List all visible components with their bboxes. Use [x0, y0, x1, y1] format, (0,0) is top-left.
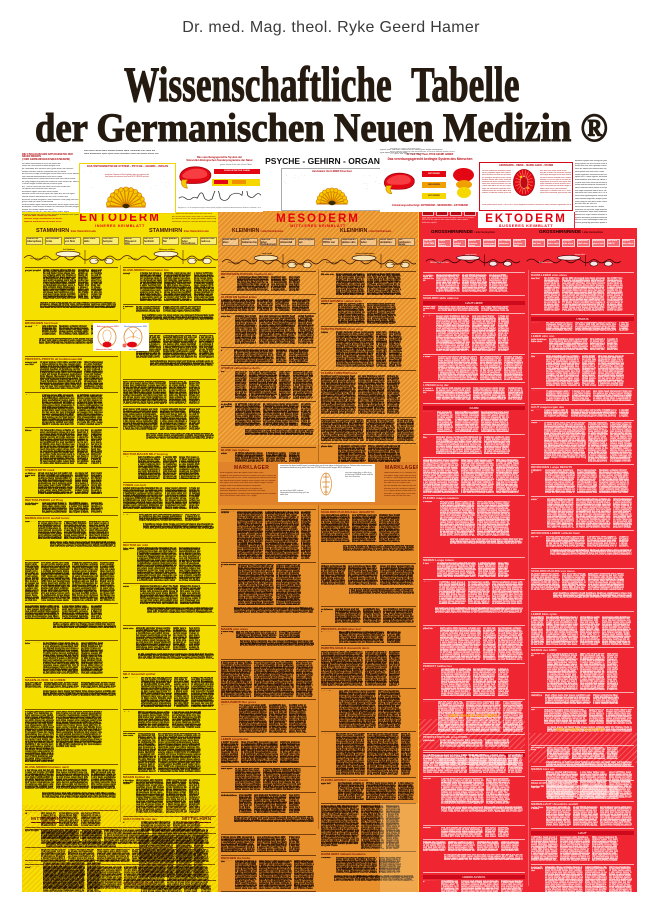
svg-text:Althirngesteuerte SBS: Althirngesteuerte SBS: [97, 325, 119, 328]
svg-text:im Organ: im Organ: [129, 349, 137, 351]
svg-text:Neuhirngesteuerte SBS: Neuhirngesteuerte SBS: [124, 325, 148, 328]
svg-text:Hamerscher Herd: Hamerscher Herd: [96, 349, 112, 351]
